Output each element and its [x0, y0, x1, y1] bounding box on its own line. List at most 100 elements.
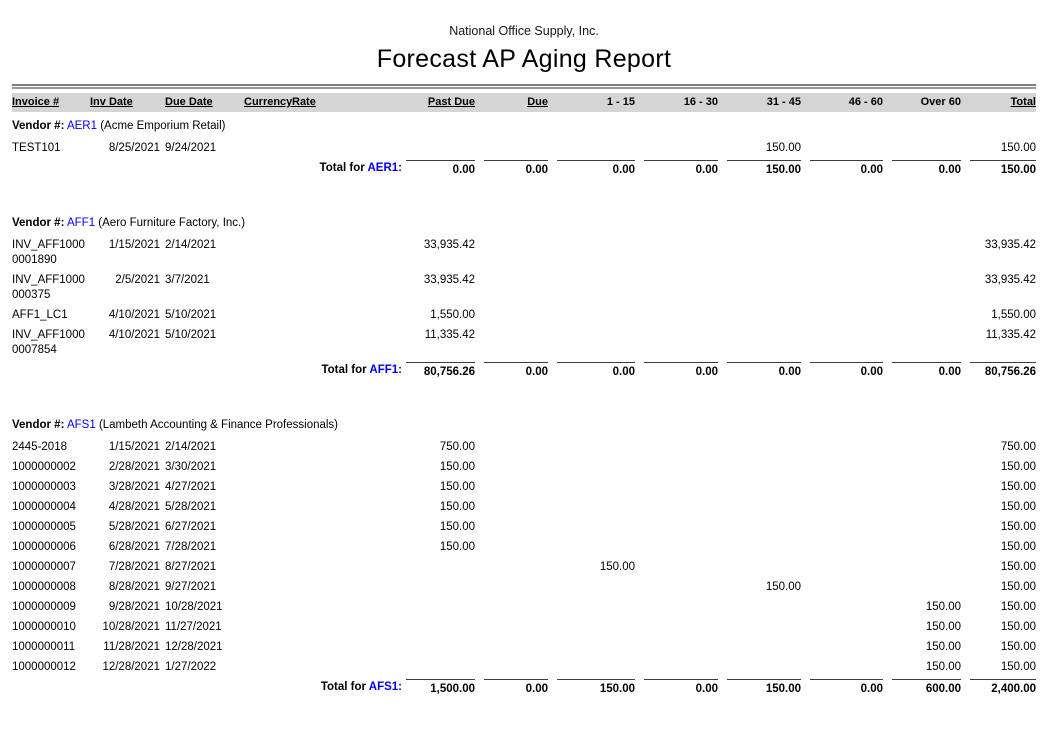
- total-cell-b46_60: 0.00: [801, 159, 883, 182]
- column-header-over_60: Over 60: [883, 93, 961, 112]
- total-cell-over_60: 600.00: [883, 678, 961, 701]
- cell-b1_15: [548, 658, 635, 678]
- invoice-row: 1000000007 7/28/2021 8/27/2021 150.00 150.00: [12, 558, 1036, 578]
- total-value: 0.00: [484, 362, 548, 380]
- cell-invoice: INV_AFF1000 0007854: [12, 329, 85, 356]
- vendor-total-row: Total for AFF1: 80,756.26 0.00 0.00 0.00 0.00…: [12, 361, 1036, 384]
- cell-rate: [290, 438, 330, 458]
- cell-b1_15: [548, 236, 635, 271]
- cell-b1_15: [548, 438, 635, 458]
- cell-invoice: 2445-2018: [12, 441, 67, 453]
- invoice-row: INV_AFF1000 0001890 1/15/2021 2/14/2021 33,…: [12, 236, 1036, 271]
- vendor-total-label-cell: Total for AER1:: [12, 159, 402, 182]
- cell-currency: [236, 478, 290, 498]
- cell-rate: [290, 618, 330, 638]
- vendor-id-link[interactable]: AFS1: [66, 419, 96, 431]
- total-cell-total: 80,756.26: [961, 361, 1036, 384]
- cell-inv_date: 3/28/2021: [108, 481, 160, 493]
- cell-total: 1,550.00: [991, 309, 1036, 321]
- cell-rate: [290, 139, 330, 159]
- cell-total: 150.00: [1000, 581, 1036, 593]
- cell-total: 150.00: [1000, 501, 1036, 513]
- cell-total: 150.00: [1000, 541, 1036, 553]
- cell-total: 33,935.42: [984, 274, 1036, 286]
- cell-invoice: 1000000009: [12, 601, 76, 613]
- total-cell-due: 0.00: [475, 361, 548, 384]
- cell-past_due: [330, 578, 475, 598]
- total-cell-b1_15: 0.00: [548, 361, 635, 384]
- total-cell-b31_45: 150.00: [718, 678, 801, 701]
- cell-due: [475, 326, 548, 361]
- cell-b46_60: [801, 478, 883, 498]
- cell-invoice: 1000000002: [12, 461, 76, 473]
- cell-invoice: 1000000004: [12, 501, 76, 513]
- cell-b16_30: [635, 558, 718, 578]
- cell-rate: [290, 271, 330, 306]
- cell-inv_date: 11/28/2021: [103, 641, 160, 653]
- cell-b46_60: [801, 306, 883, 326]
- invoice-row: 1000000002 2/28/2021 3/30/2021 150.00 150.00: [12, 458, 1036, 478]
- cell-past_due: 150.00: [439, 501, 475, 513]
- cell-over_60: [883, 538, 961, 558]
- invoice-row: 1000000011 11/28/2021 12/28/2021 150.00 150.…: [12, 638, 1036, 658]
- cell-over_60: 150.00: [925, 661, 961, 673]
- cell-currency: [236, 618, 290, 638]
- vendor-id-link[interactable]: AER1: [66, 120, 98, 132]
- cell-b1_15: [548, 458, 635, 478]
- cell-over_60: [883, 438, 961, 458]
- vendor-id-link[interactable]: AFF1:: [369, 364, 402, 376]
- cell-over_60: [883, 236, 961, 271]
- cell-b16_30: [635, 236, 718, 271]
- vendor-number-label: Vendor #:: [12, 217, 65, 229]
- cell-b46_60: [801, 598, 883, 618]
- total-value: 2,400.00: [970, 679, 1036, 697]
- cell-b31_45: [718, 236, 801, 271]
- vendor-total-label: Total for AFF1:: [321, 364, 402, 376]
- cell-b1_15: [548, 618, 635, 638]
- cell-b31_45: [718, 326, 801, 361]
- report-page: National Office Supply, Inc. Forecast AP…: [0, 24, 1048, 701]
- cell-b16_30: [635, 139, 718, 159]
- vendor-heading: Vendor #: AFF1 (Aero Furniture Factory, …: [12, 182, 1036, 236]
- vendor-id-link[interactable]: AFF1: [66, 217, 96, 229]
- column-header-b31_45: 31 - 45: [718, 93, 801, 112]
- column-header-row: Invoice # Inv Date Due Date Currency Rate Pas…: [12, 93, 1036, 112]
- total-cell-past_due: 1,500.00: [330, 678, 475, 701]
- cell-total: 150.00: [1000, 461, 1036, 473]
- cell-rate: [290, 498, 330, 518]
- column-header-past_due: Past Due: [330, 93, 475, 112]
- cell-rate: [290, 578, 330, 598]
- cell-b1_15: [548, 598, 635, 618]
- cell-b16_30: [635, 598, 718, 618]
- vendor-id-link[interactable]: AER1:: [367, 162, 402, 174]
- invoice-row: 1000000005 5/28/2021 6/27/2021 150.00 150.00: [12, 518, 1036, 538]
- cell-b16_30: [635, 306, 718, 326]
- cell-due: [475, 438, 548, 458]
- cell-invoice: AFF1_LC1: [12, 309, 68, 321]
- total-cell-total: 150.00: [961, 159, 1036, 182]
- cell-due_date: 8/27/2021: [165, 561, 217, 573]
- page-title: Forecast AP Aging Report: [376, 45, 672, 73]
- cell-total: 150.00: [1000, 521, 1036, 533]
- total-value: 1,500.00: [406, 679, 475, 697]
- cell-b31_45: [718, 458, 801, 478]
- total-cell-over_60: 0.00: [883, 159, 961, 182]
- vendor-name: (Acme Emporium Retail): [100, 120, 226, 132]
- vendor-id-link[interactable]: AFS1:: [368, 681, 402, 693]
- cell-due_date: 1/27/2022: [165, 661, 217, 673]
- cell-past_due: 150.00: [439, 521, 475, 533]
- total-cell-due: 0.00: [475, 678, 548, 701]
- cell-due: [475, 538, 548, 558]
- cell-rate: [290, 326, 330, 361]
- cell-currency: [236, 236, 290, 271]
- cell-over_60: [883, 458, 961, 478]
- cell-over_60: 150.00: [925, 621, 961, 633]
- cell-currency: [236, 271, 290, 306]
- cell-past_due: [330, 638, 475, 658]
- cell-b31_45: [718, 518, 801, 538]
- cell-b46_60: [801, 638, 883, 658]
- cell-currency: [236, 578, 290, 598]
- total-cell-past_due: 0.00: [330, 159, 475, 182]
- cell-due: [475, 618, 548, 638]
- total-cell-b31_45: 0.00: [718, 361, 801, 384]
